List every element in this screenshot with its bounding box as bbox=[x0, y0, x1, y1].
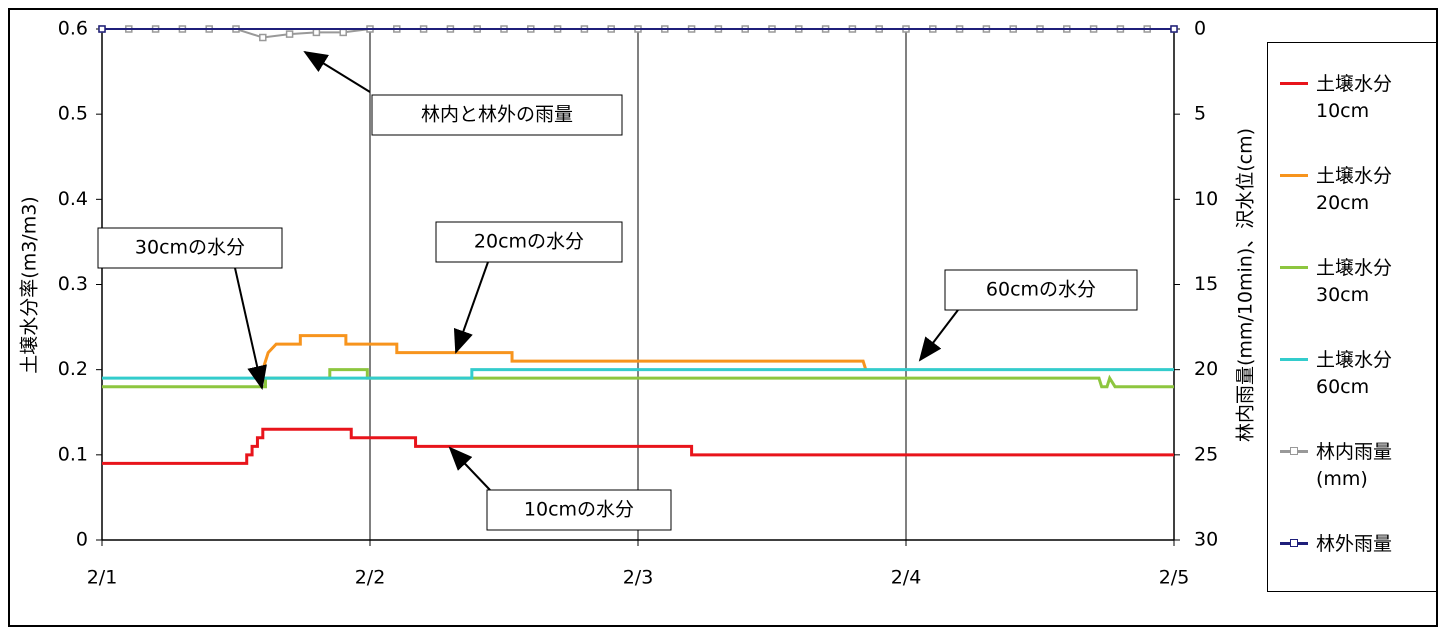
series-line bbox=[102, 368, 1174, 380]
x-tick-label: 2/3 bbox=[623, 567, 654, 589]
legend-swatch bbox=[1280, 439, 1308, 463]
y-tick-label: 0.1 bbox=[58, 443, 88, 465]
y2-axis-label: 林内雨量(mm/10min)、沢水位(cm) bbox=[1235, 128, 1257, 442]
y-tick-label: 0.5 bbox=[58, 103, 88, 125]
x-tick-label: 2/4 bbox=[891, 567, 922, 589]
marker bbox=[98, 25, 106, 33]
y2-tick-label: 0 bbox=[1194, 18, 1206, 40]
legend-label: 林外雨量 bbox=[1316, 533, 1393, 555]
annotation-arrow bbox=[303, 50, 371, 93]
series-line bbox=[102, 427, 1174, 465]
legend-swatch bbox=[1280, 255, 1308, 279]
legend-label: 土壌水分 20cm bbox=[1316, 165, 1393, 214]
annotation-box bbox=[97, 227, 283, 269]
legend-entry: 土壌水分 20cm bbox=[1280, 163, 1435, 217]
legend-entry: 土壌水分 10cm bbox=[1280, 71, 1435, 125]
y-tick-label: 0.3 bbox=[58, 273, 88, 295]
annotation: 20cmの水分 bbox=[474, 231, 584, 253]
legend-label: 林内雨量 (mm) bbox=[1316, 441, 1393, 490]
marker bbox=[312, 28, 321, 37]
y2-tick-label: 10 bbox=[1194, 188, 1218, 210]
legend-swatch bbox=[1280, 531, 1308, 555]
legend-entry: 林内雨量 (mm) bbox=[1280, 439, 1435, 493]
annotation: 60cmの水分 bbox=[986, 279, 1096, 301]
y-tick-label: 0 bbox=[76, 529, 88, 551]
y-tick-label: 0.4 bbox=[58, 188, 88, 210]
y-axis-label: 土壌水分率(m3/m3) bbox=[19, 196, 41, 373]
annotation: 30cmの水分 bbox=[135, 237, 245, 259]
legend-entry: 林外雨量 bbox=[1280, 531, 1435, 558]
legend-label: 土壌水分 10cm bbox=[1316, 73, 1393, 122]
y-tick-label: 0.6 bbox=[58, 18, 88, 40]
annotation-arrow bbox=[453, 261, 489, 354]
annotation-arrow bbox=[234, 267, 267, 390]
x-tick-label: 2/1 bbox=[87, 567, 118, 589]
marker bbox=[1170, 25, 1178, 33]
y2-tick-label: 15 bbox=[1194, 273, 1218, 295]
y-tick-label: 0.2 bbox=[58, 358, 88, 380]
frame bbox=[8, 8, 1438, 627]
annotation-arrow bbox=[448, 446, 491, 491]
annotation-box bbox=[944, 269, 1138, 311]
series-line bbox=[256, 334, 868, 379]
legend-swatch bbox=[1280, 347, 1308, 371]
y2-tick-label: 25 bbox=[1194, 443, 1218, 465]
annotation: 林内と林外の雨量 bbox=[421, 104, 573, 126]
legend-swatch bbox=[1280, 71, 1308, 95]
legend-label: 土壌水分 60cm bbox=[1316, 349, 1393, 398]
y2-tick-label: 5 bbox=[1194, 103, 1206, 125]
legend-entry: 土壌水分 30cm bbox=[1280, 255, 1435, 309]
x-tick-label: 2/2 bbox=[355, 567, 386, 589]
y2-tick-label: 30 bbox=[1194, 529, 1218, 551]
legend-label: 土壌水分 30cm bbox=[1316, 257, 1393, 306]
marker bbox=[285, 30, 294, 38]
legend-swatch bbox=[1280, 163, 1308, 187]
annotation-arrow bbox=[918, 309, 959, 362]
y2-tick-label: 20 bbox=[1194, 358, 1218, 380]
marker bbox=[339, 28, 347, 37]
legend-entry: 土壌水分 60cm bbox=[1280, 347, 1435, 401]
marker bbox=[259, 33, 267, 42]
annotation-box bbox=[486, 489, 672, 531]
annotation-box bbox=[435, 221, 623, 263]
x-tick-label: 2/5 bbox=[1159, 567, 1190, 589]
legend: 土壌水分 10cm 土壌水分 20cm 土壌水分 30cm 土壌水分 60cm 林内雨量… bbox=[1267, 42, 1437, 592]
annotation: 10cmの水分 bbox=[524, 499, 634, 521]
annotation-box bbox=[371, 94, 623, 136]
